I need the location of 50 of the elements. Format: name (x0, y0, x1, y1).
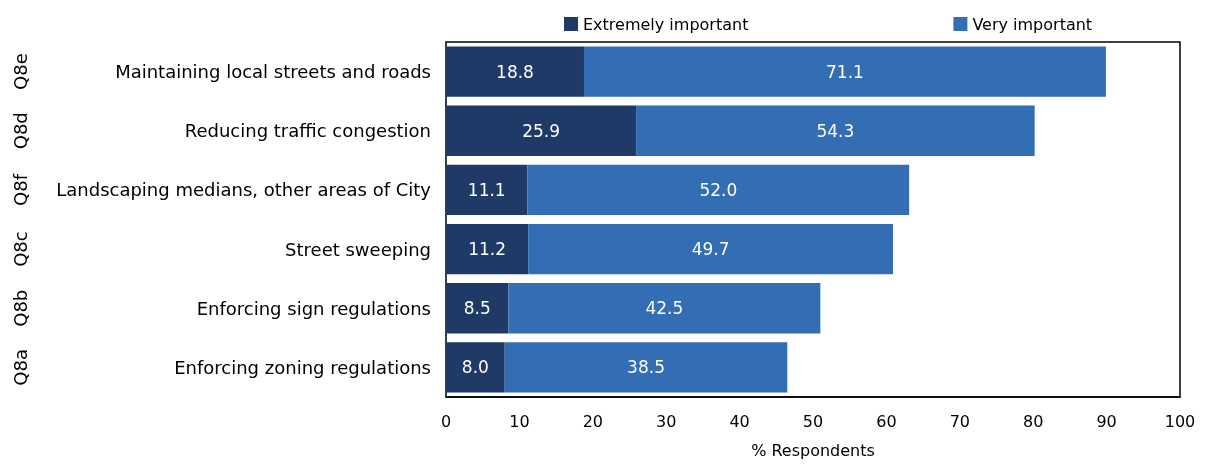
bar (446, 164, 528, 216)
bar (583, 46, 1106, 97)
data-label: 8.5 (463, 298, 491, 319)
y-tick-label: Enforcing zoning regulations (174, 356, 431, 378)
data-label: 52.0 (699, 179, 738, 200)
data-label: 49.7 (691, 239, 730, 260)
x-tick-label: 30 (656, 411, 677, 431)
data-label: 54.3 (816, 120, 855, 141)
y-tick-label: Maintaining local streets and roads (115, 61, 431, 83)
bar (446, 283, 509, 334)
bar (446, 342, 505, 393)
x-tick-label: 0 (440, 411, 452, 431)
bar (508, 283, 821, 334)
x-tick-label: 20 (582, 411, 603, 431)
text: Q8e (9, 53, 31, 90)
legend-label: Extremely important (583, 14, 749, 34)
x-tick-label: 10 (509, 411, 530, 431)
bar (446, 46, 584, 97)
x-tick-label: 70 (949, 411, 970, 431)
x-tick-label: 90 (1096, 411, 1117, 431)
data-label: 11.2 (468, 239, 507, 260)
x-tick-label: 60 (876, 411, 897, 431)
x-tick-label: 40 (729, 411, 750, 431)
bar (446, 105, 637, 156)
data-label: 11.1 (467, 179, 506, 200)
y-tick-label: Enforcing sign regulations (196, 297, 431, 319)
y-tick-label: Reducing traffic congestion (184, 120, 431, 142)
bar (636, 105, 1035, 156)
data-label: 38.5 (627, 357, 665, 378)
x-axis-title: % Respondents (751, 440, 875, 460)
text: Q8d (9, 112, 31, 150)
x-tick-label: 80 (1023, 411, 1044, 431)
y-tick-label: Street sweeping (285, 238, 431, 260)
bar (504, 342, 788, 393)
data-label: 25.9 (522, 120, 560, 141)
text: Q8f (9, 173, 31, 206)
text: Q8b (9, 289, 31, 327)
x-tick-label: 100 (1164, 411, 1196, 431)
data-label: 8.0 (461, 357, 489, 378)
bar (528, 223, 894, 275)
x-tick-label: 50 (802, 411, 824, 431)
bar (446, 223, 529, 275)
y-tick-label: Landscaping medians, other areas of City (56, 179, 432, 201)
text: Q8a (9, 349, 31, 386)
data-label: 18.8 (496, 61, 534, 82)
text: Q8c (9, 231, 31, 267)
legend-label: Very important (972, 14, 1093, 34)
bar (527, 164, 910, 216)
data-label: 71.1 (826, 61, 864, 82)
data-label: 42.5 (645, 298, 684, 319)
